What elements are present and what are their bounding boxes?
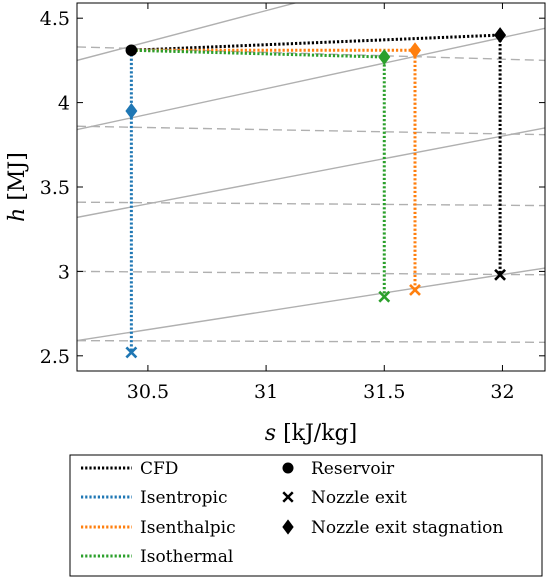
marker-diamond-3 bbox=[125, 103, 138, 120]
x-tick-label: 30.5 bbox=[127, 381, 169, 403]
isobar-line-2 bbox=[77, 27, 545, 131]
legend-label-cfd: CFD bbox=[140, 459, 178, 479]
isotherm-line-4 bbox=[77, 46, 545, 62]
x-tick-label: 31 bbox=[254, 381, 278, 403]
legend-label-diamond: Nozzle exit stagnation bbox=[311, 518, 503, 538]
legend-marker-circle bbox=[282, 462, 294, 474]
legend-label-circle: Reservoir bbox=[311, 459, 395, 479]
isotherm-line-1 bbox=[77, 270, 545, 276]
marker-cross-4-stroke-b bbox=[125, 346, 138, 359]
isotherm-line-0 bbox=[77, 339, 545, 344]
marker-cross-6-stroke-b bbox=[409, 284, 421, 296]
x-tick-label: 32 bbox=[490, 381, 514, 403]
isobar-line-3 bbox=[77, 3, 298, 62]
legend-marker-cross-stroke-b bbox=[282, 491, 294, 503]
series-cfd bbox=[131, 33, 502, 275]
legend-label-isenthalpic: Isenthalpic bbox=[140, 518, 236, 538]
y-tick-label: 4 bbox=[58, 93, 70, 115]
x-tick-label: 31.5 bbox=[363, 381, 405, 403]
marker-cross-8 bbox=[378, 290, 391, 303]
marker-diamond-1 bbox=[494, 27, 507, 44]
marker-cross-2-stroke-b bbox=[494, 268, 507, 281]
x-axis-label: s [kJ/kg] bbox=[265, 421, 357, 446]
marker-cross-4 bbox=[125, 346, 138, 359]
marker-cross-8-stroke-b bbox=[378, 290, 391, 303]
legend-label-isentropic: Isentropic bbox=[140, 488, 227, 508]
marker-diamond-7 bbox=[378, 49, 391, 66]
series-isothermal bbox=[131, 48, 386, 297]
y-tick-label: 3 bbox=[58, 261, 70, 283]
y-tick-label: 3.5 bbox=[40, 177, 70, 199]
marker-cross-2 bbox=[494, 268, 507, 281]
y-axis-label: h [MJ] bbox=[5, 152, 30, 222]
legend-marker-diamond bbox=[282, 519, 294, 535]
isotherm-line-3 bbox=[77, 125, 545, 136]
marker-circle-0 bbox=[125, 44, 138, 57]
series-isenthalpic bbox=[131, 48, 417, 290]
legend-label-isothermal: Isothermal bbox=[140, 547, 233, 567]
legend-box bbox=[69, 454, 543, 577]
isobar-line-1 bbox=[77, 127, 545, 219]
y-tick-label: 4.5 bbox=[40, 8, 70, 30]
marker-diamond-5 bbox=[409, 42, 421, 59]
legend-label-cross: Nozzle exit bbox=[311, 488, 407, 508]
marker-cross-6 bbox=[409, 284, 421, 296]
isobar-line-0 bbox=[77, 267, 545, 342]
legend-marker-cross bbox=[282, 491, 294, 503]
isotherm-line-2 bbox=[77, 201, 545, 207]
y-tick-label: 2.5 bbox=[40, 346, 70, 368]
legend: CFD Isentropic Isenthalpic Isothermal Reserv… bbox=[69, 454, 543, 577]
